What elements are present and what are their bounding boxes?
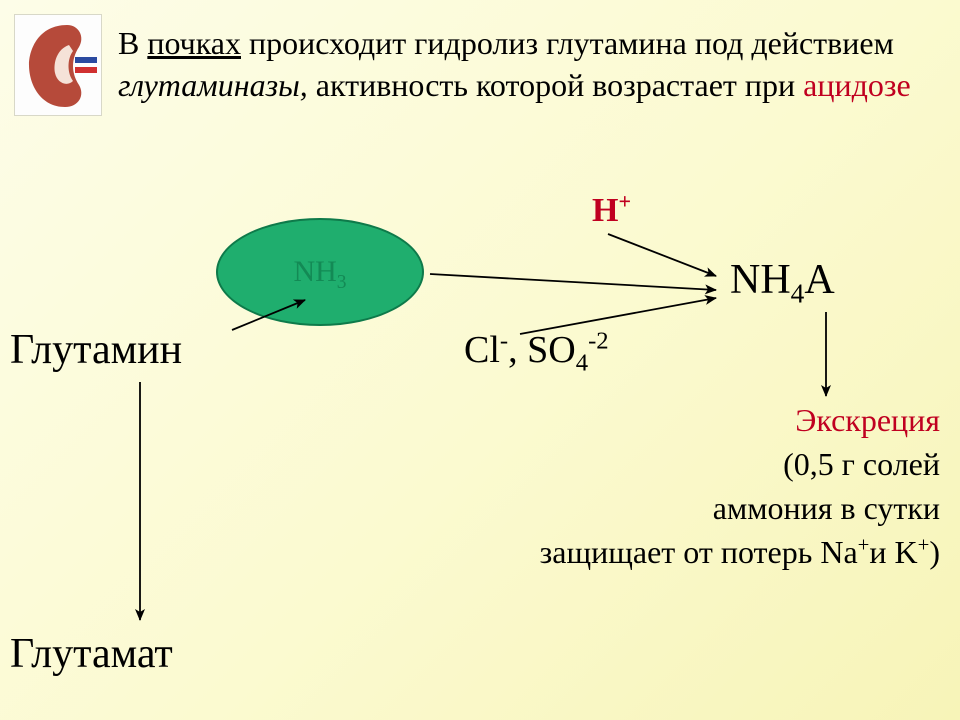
arrow: [608, 234, 716, 276]
kidney-vein: [75, 57, 97, 63]
excretion-line: аммония в сутки: [400, 486, 940, 530]
slide: { "header": { "parts": [ {"t": "В ", "cl…: [0, 0, 960, 720]
excretion-line: (0,5 г солей: [400, 442, 940, 486]
nh3-label: NH3: [293, 255, 346, 288]
nh3-oval: NH3: [216, 218, 424, 326]
anions-label: Cl-, SO4-2: [464, 328, 609, 372]
excretion-title: Экскреция: [400, 398, 940, 442]
h-plus-label: H+: [592, 192, 631, 230]
kidney-icon: [14, 14, 102, 116]
kidney-artery: [75, 67, 97, 73]
excretion-block: Экскреция(0,5 г солейаммония в суткизащи…: [400, 398, 940, 575]
nh4a-label: NH4A: [730, 256, 835, 304]
glutamate-label: Глутамат: [10, 630, 173, 678]
arrow: [430, 274, 716, 290]
header-text: В почках происходит гидролиз глутамина п…: [118, 22, 918, 106]
glutamine-label: Глутамин: [10, 326, 182, 374]
excretion-line: защищает от потерь Na+и K+): [400, 530, 940, 574]
